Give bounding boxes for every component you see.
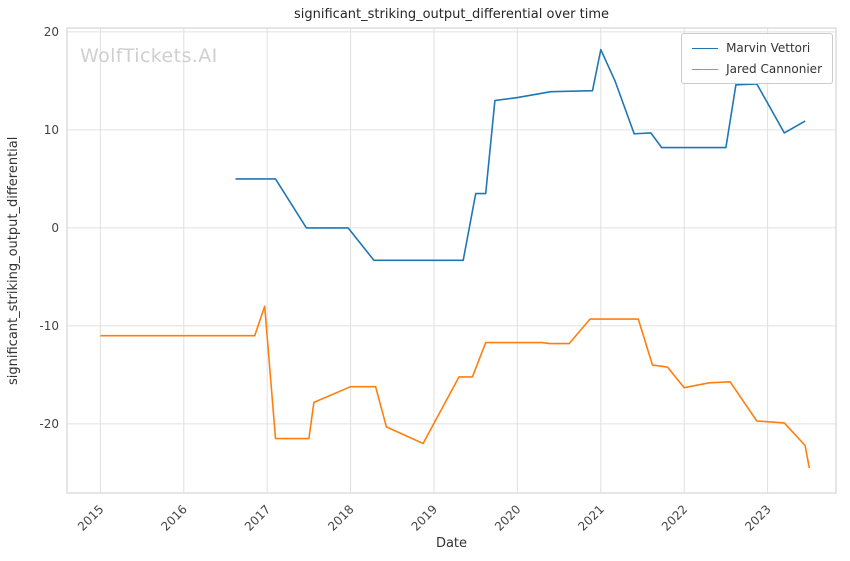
legend-line-swatch-jared-cannonier <box>692 68 719 70</box>
x-tick-label: 2022 <box>659 502 690 533</box>
y-tick-label: 20 <box>44 25 59 39</box>
legend-item-marvin-vettori: Marvin Vettori <box>692 41 822 55</box>
series-line-jared-cannonier <box>100 305 811 469</box>
y-tick-label: 0 <box>51 221 59 235</box>
y-tick-label: -10 <box>39 319 59 333</box>
legend-item-jared-cannonier: Jared Cannonier <box>692 62 822 76</box>
legend-line-swatch-marvin-vettori <box>692 47 719 49</box>
series-line-marvin-vettori <box>235 48 806 262</box>
legend-label-jared-cannonier: Jared Cannonier <box>726 62 822 76</box>
legend: Marvin Vettori Jared Cannonier <box>681 33 833 84</box>
x-tick-label: 2019 <box>409 502 440 533</box>
chart-title: significant_striking_output_differential… <box>294 7 609 22</box>
watermark: WolfTickets.AI <box>80 45 218 67</box>
x-tick-label: 2016 <box>158 502 189 533</box>
x-tick-label: 2017 <box>242 502 273 533</box>
legend-label-marvin-vettori: Marvin Vettori <box>726 41 811 55</box>
x-tick-label: 2015 <box>75 502 106 533</box>
x-tick-label: 2021 <box>575 502 606 533</box>
x-tick-label: 2023 <box>742 502 773 533</box>
plot-border <box>66 27 837 494</box>
y-axis-label: significant_striking_output_differential <box>6 136 21 385</box>
x-axis-label: Date <box>435 536 468 551</box>
y-tick-label: 10 <box>44 123 59 137</box>
x-tick-label: 2020 <box>492 502 523 533</box>
y-tick-label: -20 <box>39 417 59 431</box>
x-tick-label: 2018 <box>325 502 356 533</box>
